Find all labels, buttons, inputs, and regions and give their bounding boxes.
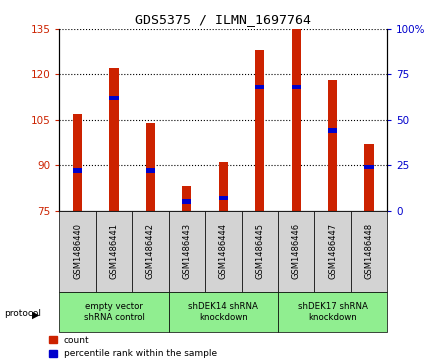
Bar [59,211,96,292]
Text: GSM1486447: GSM1486447 [328,223,337,280]
Text: GSM1486445: GSM1486445 [255,223,264,280]
Text: GSM1486440: GSM1486440 [73,223,82,280]
Bar [110,68,119,211]
Bar [146,168,155,173]
Text: GSM1486443: GSM1486443 [182,223,191,280]
Bar [182,199,191,204]
Text: ▶: ▶ [32,310,39,320]
Bar [278,292,387,332]
Bar [364,144,374,211]
Text: empty vector
shRNA control: empty vector shRNA control [84,302,144,322]
Bar [328,129,337,133]
Bar [205,211,242,292]
Bar [364,165,374,169]
Bar [255,50,264,211]
Bar [73,114,82,211]
Text: shDEK17 shRNA
knockdown: shDEK17 shRNA knockdown [297,302,367,322]
Text: GSM1486441: GSM1486441 [110,223,118,280]
Bar [132,211,169,292]
Bar [96,211,132,292]
Title: GDS5375 / ILMN_1697764: GDS5375 / ILMN_1697764 [136,13,312,26]
Bar [110,96,119,100]
Bar [169,292,278,332]
Bar [328,81,337,211]
Bar [292,29,301,211]
Bar [219,196,228,200]
Bar [278,211,314,292]
Bar [73,168,82,173]
Bar [292,85,301,89]
Bar [255,85,264,89]
Text: GSM1486446: GSM1486446 [292,223,301,280]
Text: GSM1486442: GSM1486442 [146,223,155,280]
Bar [242,211,278,292]
Bar [219,162,228,211]
Text: GSM1486448: GSM1486448 [364,223,374,280]
Bar [59,292,169,332]
Text: GSM1486444: GSM1486444 [219,223,228,280]
Bar [182,186,191,211]
Bar [314,211,351,292]
Text: shDEK14 shRNA
knockdown: shDEK14 shRNA knockdown [188,302,258,322]
Legend: count, percentile rank within the sample: count, percentile rank within the sample [48,336,217,359]
Bar [169,211,205,292]
Bar [351,211,387,292]
Text: protocol: protocol [4,310,41,318]
Bar [146,123,155,211]
